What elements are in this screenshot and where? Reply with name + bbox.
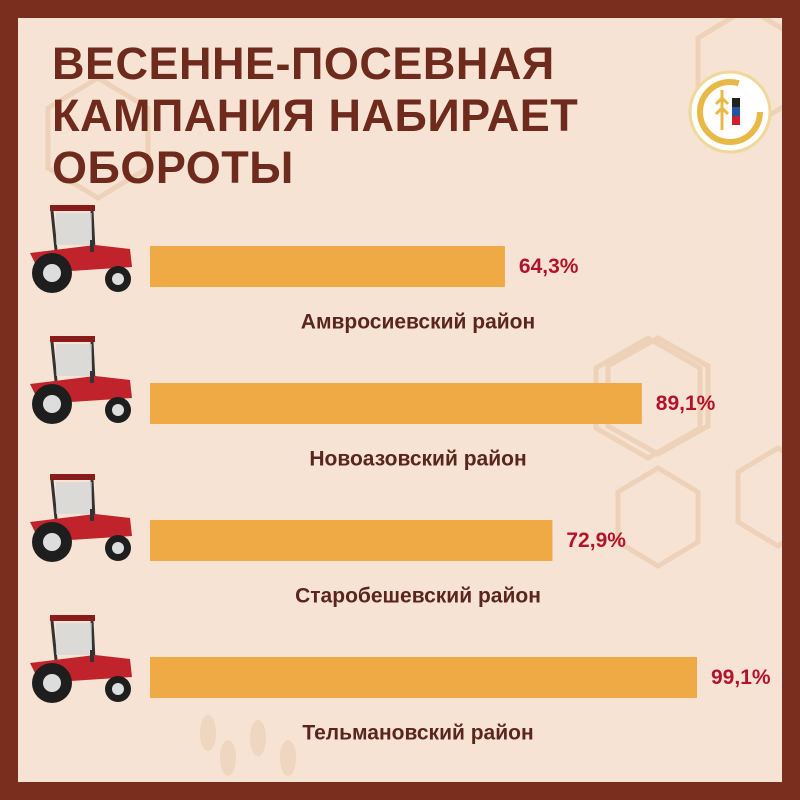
chart-title: ВЕСЕННЕ-ПОСЕВНАЯ КАМПАНИЯ НАБИРАЕТ ОБОРО… [52, 38, 579, 193]
bar [150, 657, 697, 698]
background: ВЕСЕННЕ-ПОСЕВНАЯ КАМПАНИЯ НАБИРАЕТ ОБОРО… [18, 18, 782, 782]
value-label: 72,9% [566, 529, 626, 552]
wheat [200, 715, 296, 776]
logo [688, 70, 772, 154]
category-label: Амвросиевский район [301, 311, 535, 334]
bar [150, 246, 505, 287]
category-label: Старобешевский район [295, 585, 541, 608]
category-label: Тельмановский район [302, 722, 533, 745]
value-label: 89,1% [656, 392, 716, 415]
value-label: 99,1% [711, 666, 771, 689]
bar [150, 383, 642, 424]
value-label: 64,3% [519, 255, 579, 278]
bar [150, 520, 553, 561]
category-label: Новоазовский район [309, 448, 526, 471]
chart: 64,3% Амвросиевский район 89,1% Новоазовски… [150, 246, 771, 745]
decoration [28, 18, 782, 776]
